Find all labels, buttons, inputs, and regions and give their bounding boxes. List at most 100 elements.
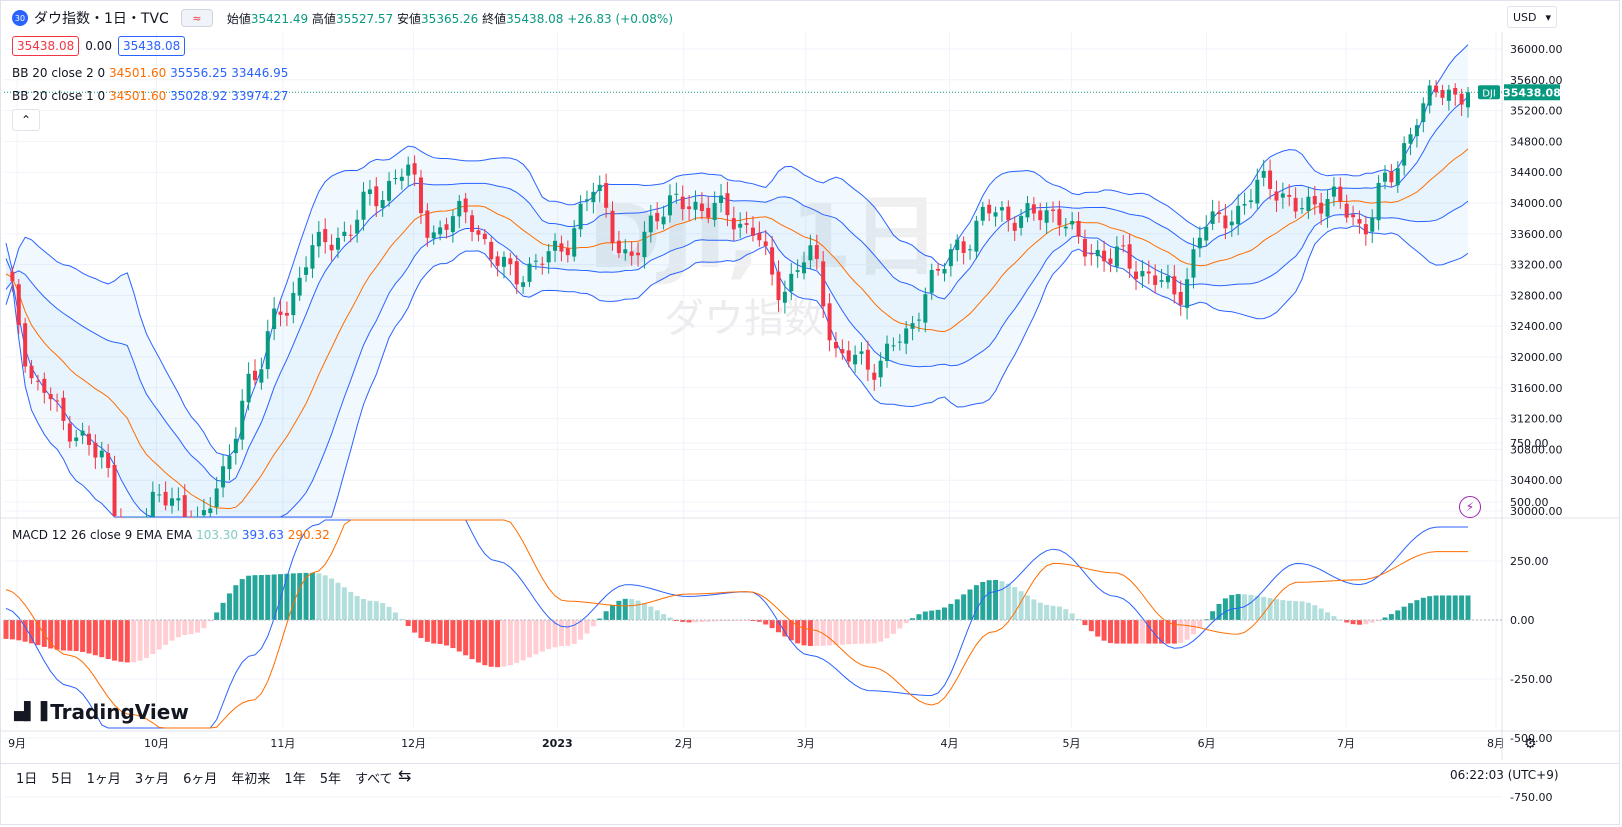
collapse-legend-button[interactable]: ⌃ (12, 109, 40, 131)
bb-legend-2[interactable]: BB 20 close 2 0 34501.60 35556.25 33446.… (12, 66, 289, 80)
macd-hist-bar (871, 620, 877, 644)
candle-body (1370, 217, 1375, 232)
macd-hist-bar (520, 620, 526, 661)
candle-body (1172, 276, 1177, 295)
range-button-5[interactable]: 年初来 (231, 772, 271, 787)
lightning-icon[interactable]: ⚡ (1459, 496, 1481, 518)
macd-hist-bar (680, 620, 686, 622)
market-status-icon[interactable]: ≈ (180, 9, 213, 27)
macd-hist-bar (137, 620, 143, 661)
macd-hist-bar (1261, 596, 1267, 620)
macd-hist-bar (635, 600, 641, 620)
candle-body (1402, 143, 1407, 166)
candle-body (393, 178, 398, 180)
macd-hist-bar (629, 599, 635, 620)
candle-body (316, 231, 321, 247)
candle-body (553, 240, 558, 251)
price-tick-label: 34000.00 (1510, 197, 1563, 210)
candle-body (470, 215, 475, 232)
candle-body (565, 248, 570, 256)
candle-body (802, 262, 807, 274)
symbol-title[interactable]: ダウ指数・1日・TVC (34, 11, 169, 27)
time-tick-label: 3月 (797, 737, 815, 750)
macd-hist-bar (1203, 619, 1209, 621)
ohlc-readout: 始値35421.49 高値35527.57 安値35365.26 終値35438… (226, 11, 674, 26)
candle-body (1306, 196, 1311, 211)
macd-hist-bar (214, 612, 220, 620)
macd-hist-bar (527, 620, 533, 658)
candle-body (1351, 214, 1356, 218)
range-button-3[interactable]: 3ヶ月 (134, 772, 170, 787)
candle-body (240, 400, 245, 440)
compare-icon[interactable]: ⇆ (398, 766, 412, 785)
range-button-6[interactable]: 1年 (284, 772, 306, 787)
candle-body (1357, 219, 1362, 224)
macd-hist-bar (565, 620, 571, 646)
macd-hist-bar (782, 620, 788, 637)
time-range-buttons: 1日 5日 1ヶ月 3ヶ月 6ヶ月 年初来 1年 5年 すべて (16, 768, 393, 787)
candle-body (42, 378, 47, 393)
ask-box[interactable]: 35438.08 (117, 36, 186, 56)
candle-body (55, 400, 60, 402)
candle-body (278, 311, 283, 315)
candle-body (1268, 170, 1273, 189)
candle-body (1217, 212, 1222, 215)
candle-body (457, 200, 462, 217)
macd-hist-bar (1388, 614, 1394, 620)
candle-body (214, 488, 219, 507)
candle-body (731, 218, 736, 230)
spread-value: 0.00 (85, 39, 112, 53)
macd-hist-bar (1146, 620, 1152, 644)
range-button-1[interactable]: 5日 (51, 772, 73, 787)
macd-hist-bar (1044, 604, 1050, 620)
candle-body (489, 241, 494, 260)
candle-body (584, 199, 589, 201)
macd-hist-bar (1273, 599, 1279, 620)
candle-body (667, 195, 672, 216)
macd-hist-bar (827, 620, 833, 646)
candle-body (853, 354, 858, 365)
macd-hist-bar (578, 620, 584, 640)
open-value: 35421.49 (250, 11, 309, 26)
candle-body (770, 247, 775, 275)
candle-body (904, 328, 909, 344)
candle-body (80, 430, 85, 436)
range-button-8[interactable]: すべて (354, 772, 393, 787)
candle-body (936, 268, 941, 271)
candle-body (540, 263, 545, 265)
bb-legend-1[interactable]: BB 20 close 1 0 34501.60 35028.92 33974.… (12, 89, 289, 103)
bid-box[interactable]: 35438.08 (12, 36, 80, 56)
macd-hist-bar (29, 620, 35, 644)
candle-body (10, 271, 15, 282)
gear-icon[interactable]: ⚙ (1524, 736, 1537, 752)
macd-hist-bar (354, 595, 360, 620)
range-button-2[interactable]: 1ヶ月 (86, 772, 121, 787)
currency-select[interactable]: USD ▾ (1507, 6, 1557, 28)
candle-body (227, 455, 232, 470)
range-button-0[interactable]: 1日 (16, 772, 38, 787)
candle-body (1434, 85, 1439, 93)
candle-body (182, 495, 187, 517)
macd-hist-bar (361, 598, 367, 620)
macd-hist-bar (846, 620, 852, 645)
macd-hist-bar (980, 581, 986, 620)
range-button-4[interactable]: 6ヶ月 (183, 772, 218, 787)
price-tick-label: 34400.00 (1510, 166, 1563, 179)
macd-hist-bar (705, 620, 711, 622)
candle-body (1414, 125, 1419, 137)
macd-hist-bar (929, 610, 935, 620)
candle-body (476, 230, 481, 235)
macd-hist-bar (329, 578, 335, 620)
tradingview-logo[interactable]: ▄▌▐ TradingView (14, 700, 189, 724)
macd-legend[interactable]: MACD 12 26 close 9 EMA EMA 103.30 393.63… (12, 528, 330, 542)
candle-body (814, 245, 819, 259)
candle-body (1121, 245, 1126, 247)
candle-body (980, 206, 985, 221)
range-button-7[interactable]: 5年 (319, 772, 341, 787)
macd-hist-bar (890, 620, 896, 634)
candle-body (808, 245, 813, 261)
macd-hist-bar (1152, 620, 1158, 644)
candle-body (106, 453, 111, 468)
candle-body (1019, 216, 1024, 228)
